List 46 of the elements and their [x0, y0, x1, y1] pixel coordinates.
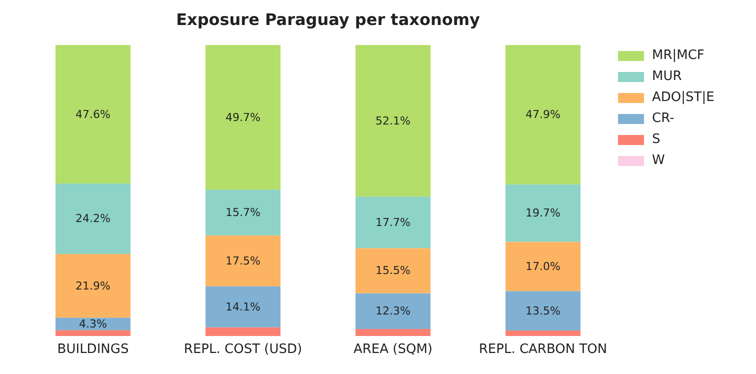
bar — [506, 242, 580, 292]
bar — [356, 45, 430, 197]
data-label: 15.7% — [226, 206, 260, 219]
bar — [356, 329, 430, 336]
bar — [56, 184, 130, 254]
bar — [206, 190, 280, 236]
bar — [206, 327, 280, 336]
data-label: 21.9% — [76, 279, 110, 292]
bar — [206, 45, 280, 190]
legend-label: MR|MCF — [652, 48, 704, 63]
bar — [356, 196, 430, 248]
data-label: 52.1% — [376, 114, 410, 128]
bar — [206, 235, 280, 286]
x-tick-label: AREA (SQM) — [353, 342, 433, 358]
legend-label: W — [652, 153, 665, 168]
data-label: 47.9% — [526, 108, 560, 122]
data-label: 17.0% — [526, 260, 560, 273]
bar — [56, 330, 130, 336]
bar — [356, 248, 430, 294]
chart-title: Exposure Paraguay per taxonomy — [175, 10, 481, 29]
legend-label: CR- — [652, 111, 674, 126]
x-tick-label: REPL. COST (USD) — [184, 342, 302, 358]
bar — [506, 184, 580, 242]
bar — [56, 45, 130, 184]
data-label: 24.2% — [76, 212, 110, 226]
data-label: 12.3% — [376, 304, 410, 318]
legend-label: MUR — [652, 69, 682, 84]
data-label: 17.5% — [226, 254, 260, 268]
data-label: 13.5% — [526, 304, 560, 318]
bar — [506, 291, 580, 330]
data-label: 19.7% — [526, 206, 560, 220]
data-label: 17.7% — [376, 216, 410, 229]
legend-label: ADO|ST|E — [652, 90, 714, 105]
data-label: 15.5% — [376, 264, 410, 278]
bar — [506, 330, 580, 336]
bar — [56, 254, 130, 318]
x-tick-label: BUILDINGS — [57, 342, 129, 358]
legend-label: S — [652, 132, 660, 147]
data-label: 14.1% — [226, 300, 260, 314]
data-label: 49.7% — [226, 110, 260, 124]
bar — [356, 293, 430, 330]
data-label: 47.6% — [76, 108, 110, 121]
data-label: 4.3% — [79, 317, 107, 330]
bar — [206, 286, 280, 328]
x-tick-label: REPL. CARBON TON — [478, 342, 608, 358]
bar — [506, 45, 580, 184]
